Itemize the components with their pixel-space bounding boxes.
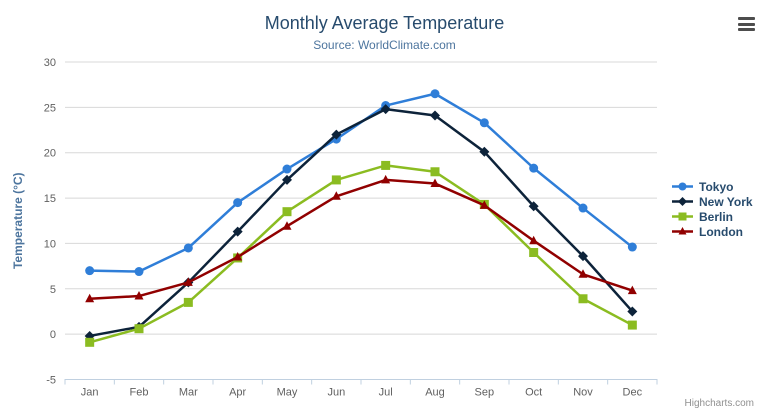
hamburger-icon bbox=[738, 17, 755, 20]
circle-icon bbox=[672, 182, 693, 191]
y-axis-label: 25 bbox=[44, 102, 56, 114]
y-axis-label: 10 bbox=[44, 238, 56, 250]
legend-item-label: New York bbox=[699, 194, 753, 209]
triangle-icon bbox=[672, 227, 693, 235]
y-axis-label: 20 bbox=[44, 148, 56, 160]
legend: Tokyo New York Berlin London bbox=[671, 179, 753, 239]
hamburger-icon bbox=[738, 28, 755, 31]
square-icon bbox=[672, 212, 693, 221]
legend-item-new-york[interactable]: New York bbox=[671, 194, 753, 209]
series-tokyo[interactable] bbox=[85, 89, 637, 277]
diamond-icon bbox=[672, 197, 693, 206]
hamburger-icon bbox=[738, 22, 755, 26]
legend-item-label: Berlin bbox=[699, 209, 734, 224]
legend-item-tokyo[interactable]: Tokyo bbox=[671, 179, 753, 194]
legend-item-berlin[interactable]: Berlin bbox=[671, 209, 753, 224]
x-axis-label: Aug bbox=[425, 387, 445, 399]
chart-title: Monthly Average Temperature bbox=[264, 13, 505, 33]
credits-link[interactable]: Highcharts.com bbox=[684, 398, 754, 409]
legend-item-label: London bbox=[699, 224, 743, 239]
series-new-york[interactable] bbox=[84, 104, 638, 341]
x-axis-label: Sep bbox=[475, 387, 495, 399]
legend-item-london[interactable]: London bbox=[671, 224, 753, 239]
y-axis-title: Temperature (°C) bbox=[11, 172, 25, 269]
x-axis-label: Jan bbox=[81, 387, 99, 399]
x-axis-label: Mar bbox=[179, 387, 198, 399]
x-axis-label: Apr bbox=[229, 387, 246, 399]
y-axis-label: -5 bbox=[46, 375, 56, 387]
y-axis-label: 15 bbox=[44, 193, 56, 205]
x-axis-label: May bbox=[277, 387, 298, 399]
legend-item-label: Tokyo bbox=[699, 179, 734, 194]
y-axis-label: 0 bbox=[50, 329, 56, 341]
series-london[interactable] bbox=[85, 174, 637, 303]
y-axis-label: 30 bbox=[44, 57, 56, 69]
x-axis-label: Jul bbox=[379, 387, 393, 399]
x-axis-label: Feb bbox=[130, 387, 149, 399]
x-axis-label: Jun bbox=[327, 387, 345, 399]
x-axis-label: Nov bbox=[573, 387, 593, 399]
chart-subtitle: Source: WorldClimate.com bbox=[313, 38, 456, 52]
x-axis-label: Dec bbox=[623, 387, 643, 399]
export-menu-button[interactable] bbox=[738, 17, 756, 31]
y-axis-label: 5 bbox=[50, 284, 56, 296]
x-axis-label: Oct bbox=[525, 387, 542, 399]
